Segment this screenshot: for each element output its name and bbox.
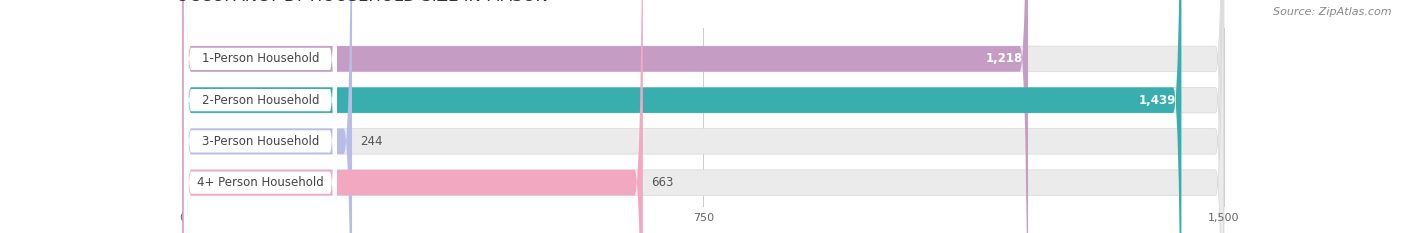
Text: OCCUPANCY BY HOUSEHOLD SIZE IN MASON: OCCUPANCY BY HOUSEHOLD SIZE IN MASON [176, 0, 548, 5]
Text: 1,439: 1,439 [1139, 94, 1175, 107]
FancyBboxPatch shape [184, 0, 337, 233]
Text: Source: ZipAtlas.com: Source: ZipAtlas.com [1274, 7, 1392, 17]
FancyBboxPatch shape [183, 0, 643, 233]
FancyBboxPatch shape [184, 0, 337, 233]
FancyBboxPatch shape [183, 0, 352, 233]
FancyBboxPatch shape [183, 0, 1181, 233]
FancyBboxPatch shape [183, 0, 1028, 233]
Text: 663: 663 [651, 176, 673, 189]
FancyBboxPatch shape [183, 0, 1223, 233]
Text: 4+ Person Household: 4+ Person Household [197, 176, 323, 189]
FancyBboxPatch shape [184, 0, 337, 233]
Text: 244: 244 [360, 135, 382, 148]
Text: 2-Person Household: 2-Person Household [201, 94, 319, 107]
Text: 1-Person Household: 1-Person Household [201, 52, 319, 65]
FancyBboxPatch shape [183, 0, 1223, 233]
Text: 3-Person Household: 3-Person Household [201, 135, 319, 148]
Text: 1,218: 1,218 [986, 52, 1022, 65]
FancyBboxPatch shape [183, 0, 1223, 233]
FancyBboxPatch shape [184, 0, 337, 233]
FancyBboxPatch shape [183, 0, 1223, 233]
